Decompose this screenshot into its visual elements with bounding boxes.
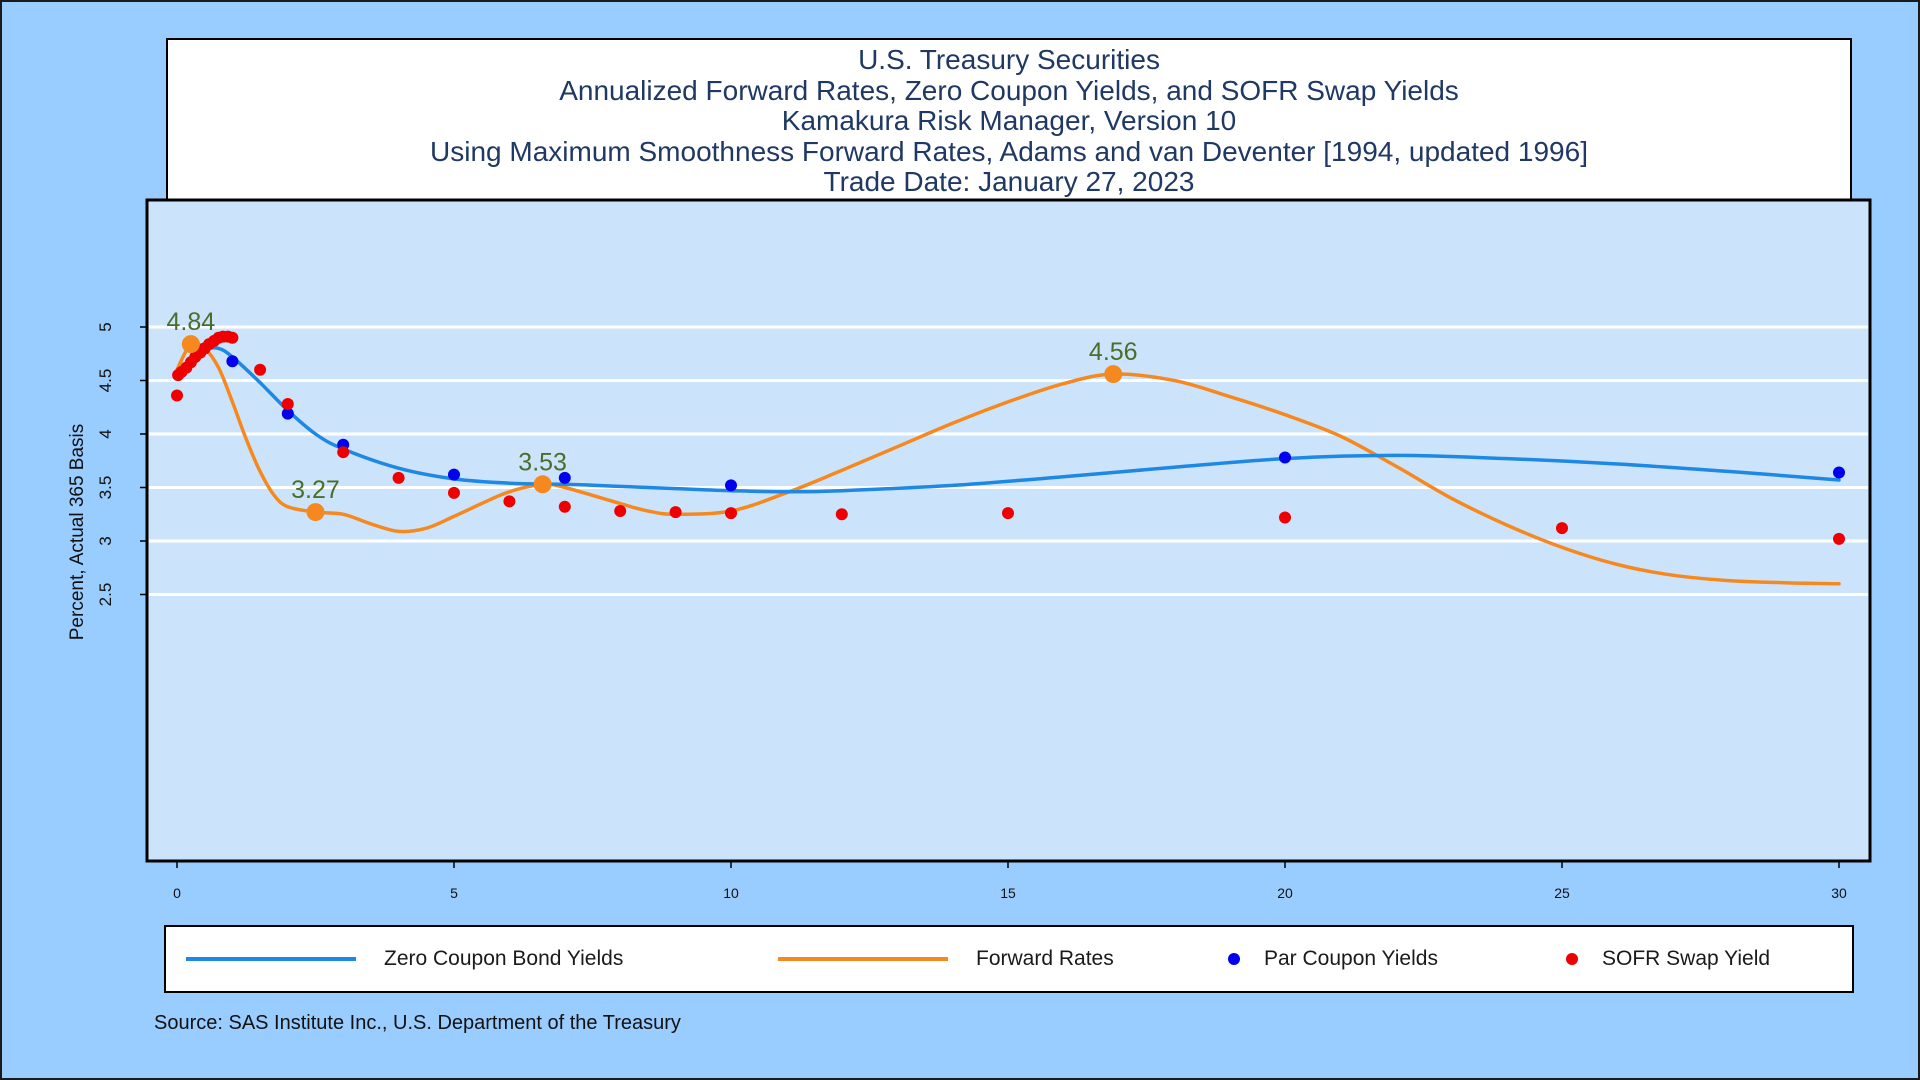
legend-zero-line <box>186 957 356 961</box>
x-tick-label: 30 <box>1831 885 1847 901</box>
sofr-swap-yield-point <box>254 363 267 376</box>
annotation-label: 3.53 <box>518 448 567 476</box>
annotations: 4.84 3.27 3.53 4.56 <box>167 308 1138 522</box>
annotation-marker <box>533 475 552 494</box>
zero-coupon-bond-yields-line <box>175 345 1841 494</box>
y-tick-label: 3.5 <box>96 476 115 500</box>
sofr-swap-yield-point <box>835 508 848 521</box>
sofr-swap-yield-point <box>725 507 737 520</box>
sofr-swap-yield-point <box>448 486 460 499</box>
annotation-label: 4.56 <box>1089 338 1138 366</box>
legend-sofr-label: SOFR Swap Yield <box>1602 947 1771 970</box>
x-tick-label: 10 <box>723 885 739 901</box>
x-tick-label: 15 <box>1000 885 1016 901</box>
sofr-swap-yield-point <box>226 331 239 344</box>
x-tick-label: 20 <box>1277 885 1293 901</box>
y-tick-label: 2.5 <box>96 583 115 607</box>
y-tick-label: 5 <box>96 322 115 331</box>
legend-item-forward: Forward Rates <box>778 927 1114 991</box>
annotation-marker <box>181 335 200 354</box>
y-tick-label: 3 <box>96 536 115 545</box>
sofr-swap-yield-point <box>392 471 405 484</box>
legend-par-dot <box>1228 953 1240 965</box>
x-tick-label: 5 <box>450 885 458 901</box>
annotation-marker <box>306 503 325 522</box>
sofr-swap-yield-point <box>1279 511 1291 524</box>
title-line-2: Annualized Forward Rates, Zero Coupon Yi… <box>559 74 1459 106</box>
annotation-label: 3.27 <box>291 476 340 504</box>
legend-item-par: Par Coupon Yields <box>1228 927 1438 991</box>
title-line-1: U.S. Treasury Securities <box>858 44 1160 75</box>
sofr-swap-yield-point <box>1833 532 1845 545</box>
plot-area <box>145 198 1872 863</box>
title-line-5: Trade Date: January 27, 2023 <box>823 166 1195 197</box>
legend-forward-line <box>778 957 948 961</box>
par-coupon-yields-point <box>1833 466 1845 479</box>
title-line-3: Kamakura Risk Manager, Version 10 <box>781 105 1237 136</box>
legend-forward-label: Forward Rates <box>976 947 1114 970</box>
legend-item-sofr: SOFR Swap Yield <box>1566 927 1770 991</box>
legend: Zero Coupon Bond Yields Forward Rates Pa… <box>164 925 1854 993</box>
legend-item-zero: Zero Coupon Bond Yields <box>186 927 623 991</box>
sofr-swap-yield-point <box>1556 522 1568 535</box>
sofr-swap-yield-point <box>171 389 183 402</box>
sofr-swap-yield-point <box>669 506 682 519</box>
x-tick-label: 25 <box>1554 885 1570 901</box>
par-coupon-yields-point <box>1279 451 1291 464</box>
sofr-swap-yield-point <box>337 446 350 459</box>
sofr-swap-yield-point <box>503 495 516 508</box>
par-coupon-yields-point <box>558 471 571 484</box>
legend-sofr-dot <box>1566 953 1578 965</box>
axes: 2.5 3 3.5 4 4.5 5 0 5 10 15 20 25 30 <box>96 322 1847 901</box>
y-tick-label: 4 <box>96 429 115 438</box>
source-note: Source: SAS Institute Inc., U.S. Departm… <box>154 1012 681 1034</box>
legend-zero-label: Zero Coupon Bond Yields <box>384 947 624 970</box>
series-points <box>171 330 1845 545</box>
sofr-swap-yield-point <box>1002 507 1014 520</box>
sofr-swap-yield-point <box>558 500 571 513</box>
title-line-4: Using Maximum Smoothness Forward Rates, … <box>430 135 1588 167</box>
par-coupon-yields-point <box>281 407 294 420</box>
y-axis-label: Percent, Actual 365 Basis <box>67 424 88 641</box>
grid-lines <box>149 325 1868 596</box>
sofr-swap-yield-point <box>614 505 627 518</box>
par-coupon-yields-point <box>725 479 737 492</box>
sofr-swap-yield-point <box>281 398 294 411</box>
par-coupon-yields-point <box>226 355 239 368</box>
x-tick-label: 0 <box>173 885 181 901</box>
y-tick-label: 4.5 <box>96 369 115 393</box>
annotation-label: 4.84 <box>167 308 216 336</box>
legend-par-label: Par Coupon Yields <box>1264 947 1438 970</box>
annotation-marker <box>1104 365 1123 384</box>
title-box: U.S. Treasury Securities Annualized Forw… <box>166 38 1852 202</box>
par-coupon-yields-point <box>448 468 460 481</box>
